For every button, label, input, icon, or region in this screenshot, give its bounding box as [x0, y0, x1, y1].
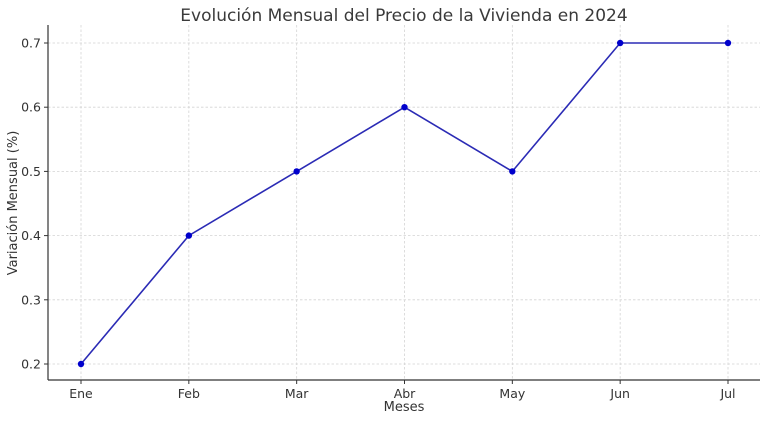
y-axis-ticks: 0.2 0.3 0.4 0.5 0.6 0.7	[21, 36, 48, 372]
x-tick-label: Jul	[719, 386, 735, 401]
x-axis-ticks: Ene Feb Mar Abr May Jun Jul	[69, 380, 736, 401]
y-tick-label: 0.3	[21, 292, 41, 307]
x-axis-label: Meses	[384, 400, 425, 415]
grid-lines	[48, 25, 760, 380]
y-axis-label: Variación Mensual (%)	[6, 131, 21, 276]
x-tick-label: Ene	[69, 386, 93, 401]
y-tick-label: 0.2	[21, 357, 41, 372]
x-tick-label: Feb	[178, 386, 200, 401]
series-line	[80, 42, 728, 365]
data-point-marker	[509, 168, 516, 175]
x-tick-label: Jun	[609, 386, 630, 401]
x-tick-label: May	[499, 386, 525, 401]
data-point-marker	[616, 39, 624, 47]
data-point-marker	[401, 104, 408, 111]
data-point-marker	[77, 360, 85, 368]
data-point-marker	[724, 39, 732, 47]
data-series	[77, 39, 732, 368]
y-tick-label: 0.6	[21, 100, 41, 115]
y-tick-label: 0.7	[21, 36, 41, 51]
axes	[47, 25, 760, 381]
x-tick-label: Mar	[285, 386, 309, 401]
x-tick-label: Abr	[394, 386, 416, 401]
data-point-marker	[293, 168, 300, 175]
y-tick-label: 0.5	[21, 164, 41, 179]
y-tick-label: 0.4	[21, 228, 41, 243]
data-point-marker	[185, 232, 193, 239]
chart-title: Evolución Mensual del Precio de la Vivie…	[180, 6, 627, 26]
